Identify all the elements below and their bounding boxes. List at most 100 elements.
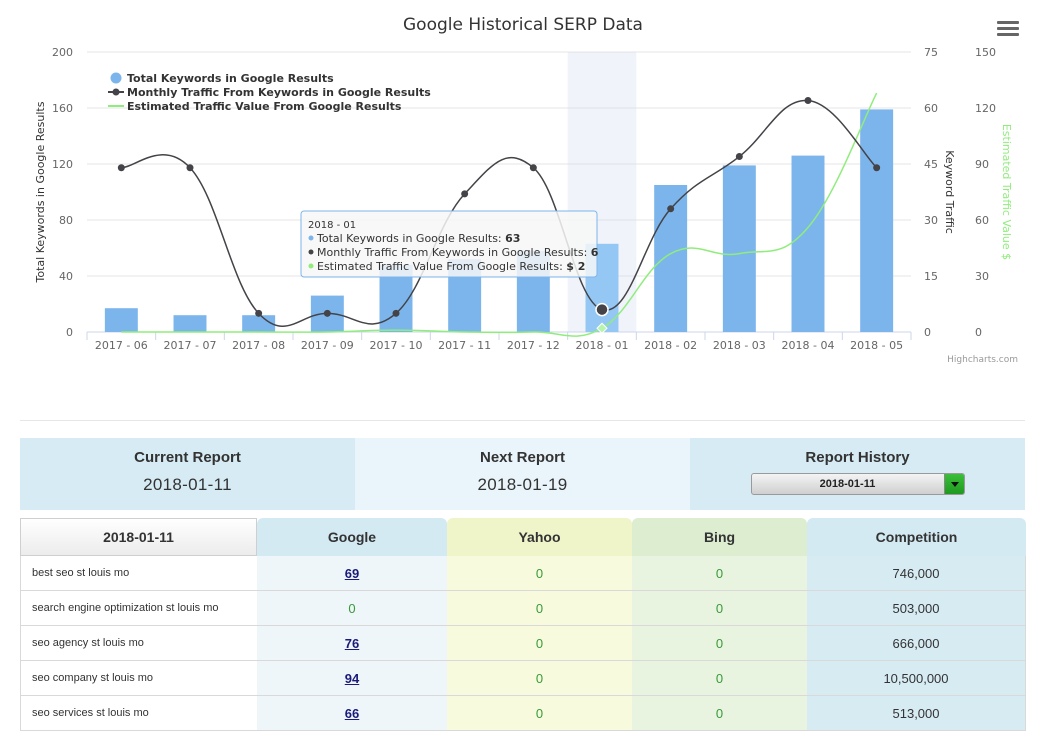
point-monthly-traffic [529, 164, 537, 172]
y-tick-label-right1: 30 [924, 214, 938, 227]
header-yahoo: Yahoo [447, 518, 632, 556]
y-axis-title-left: Total Keywords in Google Results [34, 101, 47, 283]
y-tick-label-left: 120 [52, 158, 73, 171]
legend-label: Monthly Traffic From Keywords in Google … [127, 86, 431, 99]
point-monthly-traffic [804, 97, 812, 105]
keyword-cell: search engine optimization st louis mo [20, 591, 257, 626]
table-row: best seo st louis mo 69 0 0 746,000 [20, 556, 1026, 591]
y-tick-label-left: 200 [52, 46, 73, 59]
x-tick-label: 2018 - 01 [576, 339, 629, 352]
tooltip-bullet [308, 249, 314, 255]
report-history-label: Report History [805, 449, 910, 466]
google-rank-link[interactable]: 94 [344, 670, 360, 686]
point-monthly-traffic [186, 164, 194, 172]
chevron-down-icon[interactable] [943, 474, 964, 494]
y-tick-label-right1: 15 [924, 270, 938, 283]
keyword-cell: best seo st louis mo [20, 556, 257, 591]
google-rank-link[interactable]: 69 [344, 565, 360, 581]
google-rank-cell: 0 [257, 591, 447, 626]
bar-keywords [104, 308, 138, 332]
x-tick-label: 2018 - 02 [644, 339, 697, 352]
y-tick-label-right2: 60 [975, 214, 989, 227]
bar-keywords [791, 155, 825, 332]
point-monthly-traffic [461, 190, 469, 198]
report-history-value: 2018-01-11 [819, 478, 876, 490]
table-header-row: 2018-01-11 Google Yahoo Bing Competition [20, 518, 1026, 556]
next-report: Next Report 2018-01-19 [355, 438, 690, 510]
legend-symbol [110, 72, 122, 84]
current-report-label: Current Report [134, 449, 241, 466]
header-competition: Competition [807, 518, 1026, 556]
y-tick-label-left: 160 [52, 102, 73, 115]
table-row: seo agency st louis mo 76 0 0 666,000 [20, 626, 1026, 661]
google-rank-link[interactable]: 76 [344, 635, 360, 651]
yahoo-rank-cell: 0 [447, 696, 632, 731]
header-date: 2018-01-11 [20, 518, 257, 556]
keyword-cell: seo company st louis mo [20, 661, 257, 696]
bing-rank-cell: 0 [632, 661, 807, 696]
bar-keywords [242, 315, 276, 332]
tooltip-bullet [308, 263, 314, 269]
current-report: Current Report 2018-01-11 [20, 438, 355, 510]
y-tick-label-right2: 120 [975, 102, 996, 115]
x-tick-label: 2018 - 05 [850, 339, 903, 352]
google-rank-cell: 76 [257, 626, 447, 661]
bing-rank-cell: 0 [632, 591, 807, 626]
report-summary: Current Report 2018-01-11 Next Report 20… [20, 438, 1025, 510]
bar-keywords [722, 165, 756, 332]
tooltip-header: 2018 - 01 [308, 220, 356, 231]
tooltip-line: Estimated Traffic Value From Google Resu… [317, 260, 585, 273]
table-row: seo services st louis mo 66 0 0 513,000 [20, 696, 1026, 731]
competition-cell: 513,000 [807, 696, 1026, 731]
header-google: Google [257, 518, 447, 556]
point-monthly-traffic [595, 302, 609, 317]
chart-menu-icon[interactable] [997, 18, 1019, 38]
point-monthly-traffic [255, 309, 263, 317]
yahoo-rank-cell: 0 [447, 556, 632, 591]
chart-credits: Highcharts.com [947, 355, 1018, 365]
report-history-select[interactable]: 2018-01-11 [750, 473, 965, 495]
x-tick-label: 2018 - 04 [782, 339, 835, 352]
competition-cell: 746,000 [807, 556, 1026, 591]
y-tick-label-left: 80 [59, 214, 73, 227]
y-tick-label-right2: 0 [975, 326, 982, 339]
google-rank-link[interactable]: 66 [344, 705, 360, 721]
bing-rank-cell: 0 [632, 556, 807, 591]
point-traffic-value [596, 322, 608, 334]
y-tick-label-left: 40 [59, 270, 73, 283]
next-report-label: Next Report [479, 449, 565, 466]
yahoo-rank-cell: 0 [447, 661, 632, 696]
chart-title: Google Historical SERP Data [403, 15, 643, 35]
x-tick-label: 2017 - 09 [301, 339, 354, 352]
tooltip-line: Monthly Traffic From Keywords in Google … [317, 246, 599, 259]
section-divider [20, 420, 1025, 421]
google-rank-value: 0 [348, 600, 356, 616]
legend-label: Estimated Traffic Value From Google Resu… [127, 100, 402, 113]
chart-svg: Google Historical SERP Data 0 40 80 120 160 20… [34, 15, 1018, 365]
tooltip-box [300, 210, 598, 278]
y-tick-label-right2: 150 [975, 46, 996, 59]
report-history: Report History 2018-01-11 [690, 438, 1025, 510]
competition-cell: 10,500,000 [807, 661, 1026, 696]
x-tick-label: 2017 - 12 [507, 339, 560, 352]
table-row: search engine optimization st louis mo 0 0… [20, 591, 1026, 626]
legend-label: Total Keywords in Google Results [127, 72, 334, 85]
y-tick-label-right2: 90 [975, 158, 989, 171]
y-tick-label-right1: 60 [924, 102, 938, 115]
y-tick-label-left: 0 [66, 326, 73, 339]
point-monthly-traffic [873, 164, 881, 172]
line-traffic-value [121, 92, 878, 337]
y-axis-title-right1: Keyword Traffic [943, 150, 956, 234]
y-tick-label-right1: 75 [924, 46, 938, 59]
y-axis-title-right2: Estimated Traffic Value $ [1000, 124, 1013, 260]
x-tick-label: 2018 - 03 [713, 339, 766, 352]
google-rank-cell: 66 [257, 696, 447, 731]
x-tick-label: 2017 - 11 [438, 339, 491, 352]
point-monthly-traffic [392, 309, 400, 317]
x-tick-label: 2017 - 10 [370, 339, 423, 352]
bing-rank-cell: 0 [632, 696, 807, 731]
google-rank-cell: 94 [257, 661, 447, 696]
bing-rank-cell: 0 [632, 626, 807, 661]
x-tick-label: 2017 - 06 [95, 339, 148, 352]
